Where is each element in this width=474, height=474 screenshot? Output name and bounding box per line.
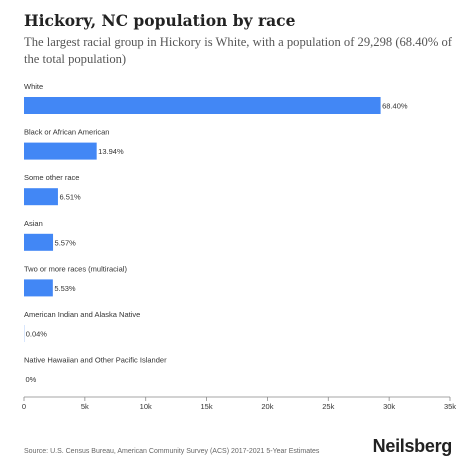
category-label: Asian [24, 219, 43, 228]
category-label: Two or more races (multiracial) [24, 264, 127, 273]
bar [24, 97, 381, 114]
bar [24, 142, 97, 160]
bar [24, 188, 58, 206]
category-label: Native Hawaiian and Other Pacific Island… [24, 356, 167, 365]
x-axis: 0 5k 10k 15k 20k 25k 30k 35k [22, 396, 456, 411]
bar [24, 279, 53, 297]
value-label: 0% [26, 375, 37, 384]
x-tick-label: 10k [140, 402, 152, 411]
x-tick-label: 0 [22, 402, 26, 411]
category-label: Some other race [24, 173, 79, 182]
x-tick-label: 35k [444, 402, 456, 411]
value-label: 68.40% [382, 102, 408, 111]
x-tick-label: 5k [81, 402, 89, 411]
bar-chart: White 68.40% Black or African American 13.9… [22, 82, 456, 411]
chart-subtitle: The largest racial group in Hickory is W… [24, 35, 452, 66]
value-label: 13.94% [98, 147, 124, 156]
chart-title: Hickory, NC population by race [24, 11, 296, 30]
x-tick-label: 20k [261, 402, 273, 411]
x-tick-label: 15k [201, 402, 213, 411]
value-label: 0.04% [26, 330, 48, 339]
value-label: 6.51% [59, 193, 81, 202]
category-label: Black or African American [24, 128, 109, 137]
value-label: 5.57% [55, 238, 77, 247]
category-label: American Indian and Alaska Native [24, 310, 140, 319]
source-note: Source: U.S. Census Bureau, American Com… [24, 448, 320, 455]
x-tick-label: 30k [383, 402, 395, 411]
brand-logo: Neilsberg [372, 436, 453, 456]
value-label: 5.53% [54, 284, 76, 293]
bar-group: White 68.40% Black or African American 13.9… [24, 82, 408, 384]
bar [24, 233, 54, 251]
x-tick-label: 25k [322, 402, 334, 411]
category-label: White [24, 82, 43, 91]
